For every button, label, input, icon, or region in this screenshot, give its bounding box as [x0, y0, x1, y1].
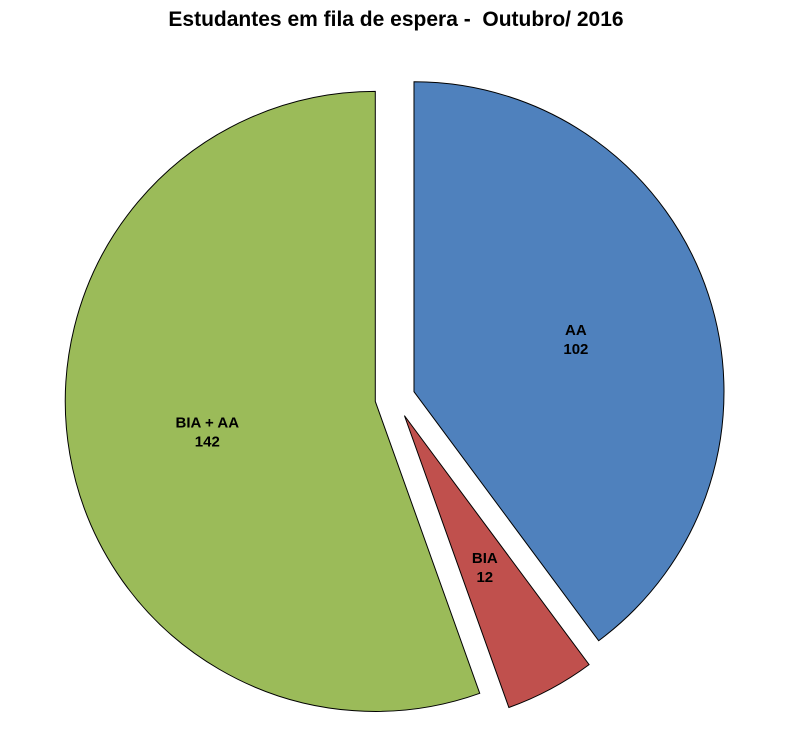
- pie-slice-bia-aa: [64, 90, 481, 712]
- slice-label-aa: AA 102: [563, 322, 588, 358]
- pie-slice-bia: [403, 415, 590, 709]
- pie-slice-aa: [413, 81, 725, 642]
- chart-title: Estudantes em fila de espera - Outubro/ …: [168, 8, 624, 31]
- slice-label-bia: BIA 12: [472, 550, 498, 586]
- slice-label-bia-aa: BIA + AA 142: [176, 415, 240, 451]
